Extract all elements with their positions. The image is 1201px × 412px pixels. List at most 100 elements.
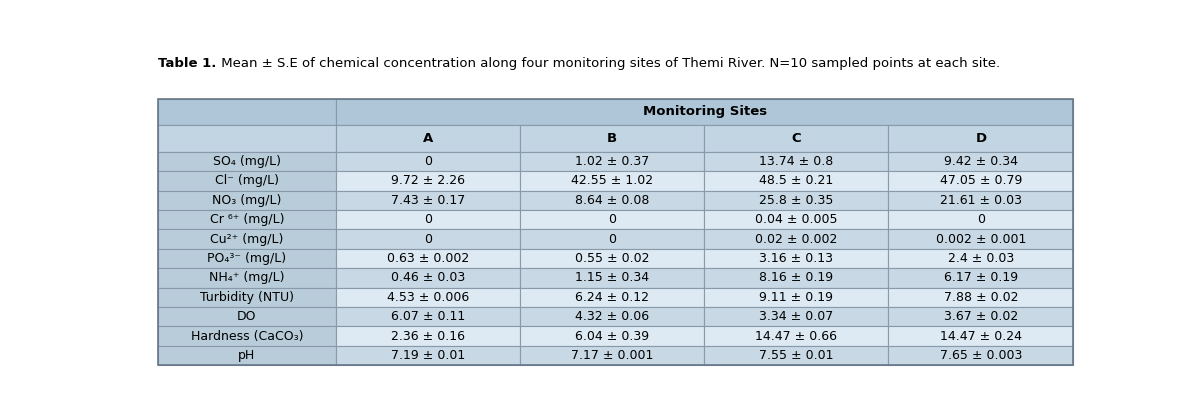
Text: 21.61 ± 0.03: 21.61 ± 0.03 xyxy=(940,194,1022,207)
Bar xyxy=(889,210,1074,229)
Text: 7.65 ± 0.003: 7.65 ± 0.003 xyxy=(939,349,1022,362)
Bar xyxy=(520,229,704,249)
Bar xyxy=(336,307,520,326)
Text: NO₃ (mg/L): NO₃ (mg/L) xyxy=(213,194,281,207)
Text: 1.15 ± 0.34: 1.15 ± 0.34 xyxy=(575,272,650,284)
Text: 0: 0 xyxy=(609,213,616,226)
Bar xyxy=(336,326,520,346)
Text: 6.04 ± 0.39: 6.04 ± 0.39 xyxy=(575,330,650,342)
Bar xyxy=(336,346,520,365)
Text: 48.5 ± 0.21: 48.5 ± 0.21 xyxy=(759,174,833,187)
Bar xyxy=(704,210,889,229)
Text: 0.04 ± 0.005: 0.04 ± 0.005 xyxy=(755,213,837,226)
Text: 0.63 ± 0.002: 0.63 ± 0.002 xyxy=(387,252,470,265)
Text: 0.46 ± 0.03: 0.46 ± 0.03 xyxy=(392,272,465,284)
Bar xyxy=(157,171,336,191)
Text: 0: 0 xyxy=(424,233,432,246)
Bar xyxy=(704,229,889,249)
Text: 9.72 ± 2.26: 9.72 ± 2.26 xyxy=(392,174,465,187)
Text: 1.02 ± 0.37: 1.02 ± 0.37 xyxy=(575,155,650,168)
Bar xyxy=(336,125,520,152)
Text: NH₄⁺ (mg/L): NH₄⁺ (mg/L) xyxy=(209,272,285,284)
Bar xyxy=(520,191,704,210)
Bar xyxy=(704,249,889,268)
Bar xyxy=(336,229,520,249)
Bar xyxy=(520,326,704,346)
Text: Cu²⁺ (mg/L): Cu²⁺ (mg/L) xyxy=(210,233,283,246)
Bar xyxy=(157,249,336,268)
Text: SO₄ (mg/L): SO₄ (mg/L) xyxy=(213,155,281,168)
Text: 7.17 ± 0.001: 7.17 ± 0.001 xyxy=(572,349,653,362)
Bar xyxy=(336,152,520,171)
Text: 2.4 ± 0.03: 2.4 ± 0.03 xyxy=(948,252,1014,265)
Bar xyxy=(520,210,704,229)
Bar xyxy=(704,268,889,288)
Bar xyxy=(336,210,520,229)
Text: 25.8 ± 0.35: 25.8 ± 0.35 xyxy=(759,194,833,207)
Text: 0.55 ± 0.02: 0.55 ± 0.02 xyxy=(575,252,650,265)
Text: 13.74 ± 0.8: 13.74 ± 0.8 xyxy=(759,155,833,168)
Text: B: B xyxy=(608,132,617,145)
Bar xyxy=(889,326,1074,346)
Bar xyxy=(336,98,1074,125)
Bar xyxy=(157,288,336,307)
Bar xyxy=(336,288,520,307)
Text: 3.16 ± 0.13: 3.16 ± 0.13 xyxy=(759,252,833,265)
Bar xyxy=(157,229,336,249)
Text: 7.19 ± 0.01: 7.19 ± 0.01 xyxy=(392,349,465,362)
Bar xyxy=(520,268,704,288)
Bar xyxy=(157,268,336,288)
Text: 0: 0 xyxy=(976,213,985,226)
Bar xyxy=(704,152,889,171)
Text: 8.64 ± 0.08: 8.64 ± 0.08 xyxy=(575,194,650,207)
Text: D: D xyxy=(975,132,986,145)
Bar xyxy=(520,152,704,171)
Bar xyxy=(889,191,1074,210)
Text: A: A xyxy=(423,132,434,145)
Bar xyxy=(157,346,336,365)
Bar xyxy=(704,307,889,326)
Text: 14.47 ± 0.66: 14.47 ± 0.66 xyxy=(755,330,837,342)
Text: 3.67 ± 0.02: 3.67 ± 0.02 xyxy=(944,310,1018,323)
Bar xyxy=(889,268,1074,288)
Bar xyxy=(157,152,336,171)
Text: 3.34 ± 0.07: 3.34 ± 0.07 xyxy=(759,310,833,323)
Text: 9.11 ± 0.19: 9.11 ± 0.19 xyxy=(759,291,833,304)
Text: 8.16 ± 0.19: 8.16 ± 0.19 xyxy=(759,272,833,284)
Text: 47.05 ± 0.79: 47.05 ± 0.79 xyxy=(939,174,1022,187)
Text: 0.002 ± 0.001: 0.002 ± 0.001 xyxy=(936,233,1026,246)
Text: Hardness (CaCO₃): Hardness (CaCO₃) xyxy=(191,330,303,342)
Text: 7.88 ± 0.02: 7.88 ± 0.02 xyxy=(944,291,1018,304)
Bar xyxy=(704,346,889,365)
Text: 0: 0 xyxy=(424,155,432,168)
Bar xyxy=(520,249,704,268)
Text: 7.55 ± 0.01: 7.55 ± 0.01 xyxy=(759,349,833,362)
Text: 0: 0 xyxy=(424,213,432,226)
Bar xyxy=(157,210,336,229)
Text: 2.36 ± 0.16: 2.36 ± 0.16 xyxy=(392,330,465,342)
Bar xyxy=(704,326,889,346)
Text: 9.42 ± 0.34: 9.42 ± 0.34 xyxy=(944,155,1018,168)
Bar xyxy=(336,171,520,191)
Bar xyxy=(336,191,520,210)
Text: 6.17 ± 0.19: 6.17 ± 0.19 xyxy=(944,272,1018,284)
Bar xyxy=(704,191,889,210)
Bar xyxy=(889,249,1074,268)
Text: 4.32 ± 0.06: 4.32 ± 0.06 xyxy=(575,310,650,323)
Bar xyxy=(889,171,1074,191)
Text: C: C xyxy=(791,132,801,145)
Bar xyxy=(520,288,704,307)
Bar xyxy=(157,98,1074,365)
Text: Monitoring Sites: Monitoring Sites xyxy=(643,105,767,118)
Bar xyxy=(520,346,704,365)
Text: 0.02 ± 0.002: 0.02 ± 0.002 xyxy=(755,233,837,246)
Bar xyxy=(520,171,704,191)
Text: DO: DO xyxy=(237,310,257,323)
Bar xyxy=(157,307,336,326)
Text: pH: pH xyxy=(238,349,256,362)
Text: Cr ⁶⁺ (mg/L): Cr ⁶⁺ (mg/L) xyxy=(210,213,285,226)
Bar xyxy=(889,152,1074,171)
Text: Table 1.: Table 1. xyxy=(157,57,216,70)
Bar xyxy=(520,307,704,326)
Bar xyxy=(704,171,889,191)
